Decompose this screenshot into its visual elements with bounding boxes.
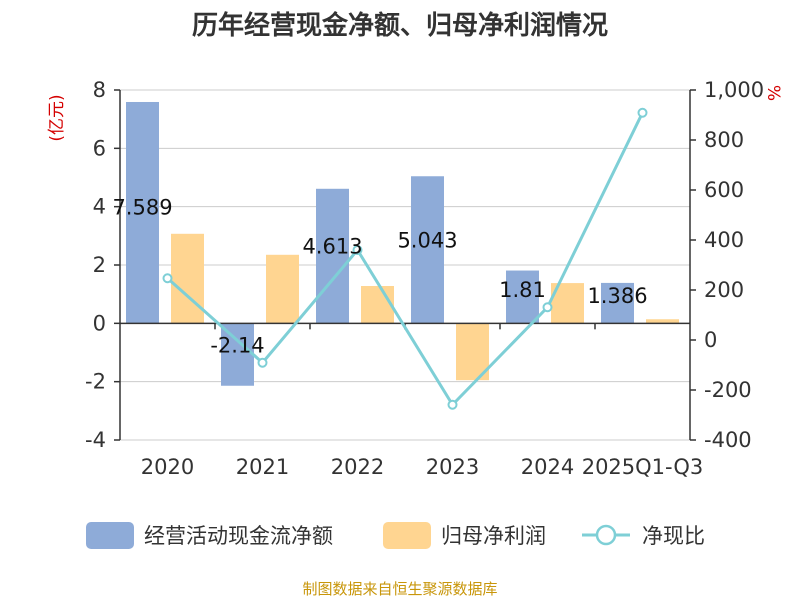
point-net-cash-ratio — [542, 302, 553, 313]
legend-label: 净现比 — [642, 524, 705, 548]
legend-swatch-marker — [595, 524, 617, 546]
legend-swatch — [383, 522, 431, 549]
right-axis-tick-label: 800 — [704, 128, 744, 152]
left-axis-tick-label: 8 — [93, 78, 106, 102]
data-label-cashflow: 1.81 — [499, 278, 546, 302]
point-net-cash-ratio — [162, 273, 173, 284]
right-axis-unit: % — [763, 85, 783, 101]
point-net-cash-ratio — [257, 357, 268, 368]
bar-cashflow — [316, 188, 349, 324]
right-axis-tick-label: -200 — [704, 378, 752, 402]
bar-netprofit — [646, 319, 679, 324]
left-axis-tick-label: 6 — [93, 136, 106, 160]
bar-cashflow — [221, 323, 254, 386]
data-label-cashflow: 5.043 — [397, 229, 457, 253]
legend-label: 经营活动现金流净额 — [144, 524, 333, 548]
x-axis-tick-label: 2025Q1-Q3 — [582, 455, 704, 479]
x-axis-tick-label: 2021 — [236, 455, 289, 479]
bar-netprofit — [456, 323, 489, 381]
line-net-cash-ratio — [166, 112, 644, 408]
data-label-cashflow: -2.14 — [210, 334, 264, 358]
bar-cashflow — [411, 176, 444, 324]
right-axis-tick-label: -400 — [704, 428, 752, 452]
left-axis-tick-label: 4 — [93, 195, 106, 219]
data-label-cashflow: 1.386 — [587, 284, 647, 308]
left-axis-tick-label: -4 — [85, 428, 106, 452]
right-axis-tick-label: 400 — [704, 228, 744, 252]
point-net-cash-ratio — [447, 399, 458, 410]
bar-cashflow — [601, 282, 634, 324]
x-axis-tick-label: 2024 — [521, 455, 574, 479]
legend-label: 归母净利润 — [441, 524, 546, 548]
right-axis-tick-label: 200 — [704, 278, 744, 302]
point-net-cash-ratio — [637, 107, 648, 118]
data-source-note: 制图数据来自恒生聚源数据库 — [302, 580, 497, 598]
x-axis-tick-label: 2020 — [141, 455, 194, 479]
bar-netprofit — [266, 254, 299, 324]
bar-netprofit — [171, 233, 204, 324]
right-axis-tick-label: 1,000 — [704, 78, 764, 102]
plot-area: 8 6 4 2 0 -2 -4 1,000 800 600 400 200 0 -200 -400 2020 2… — [85, 78, 764, 479]
chart-title: 历年经营现金净额、归母净利润情况 — [192, 10, 608, 41]
right-axis-tick-label: 0 — [704, 328, 717, 352]
left-axis-tick-label: 0 — [93, 311, 106, 335]
x-axis-tick-label: 2023 — [426, 455, 479, 479]
data-label-cashflow: 7.589 — [112, 196, 172, 220]
x-axis-tick-label: 2022 — [331, 455, 384, 479]
legend-swatch — [86, 522, 134, 549]
right-axis-tick-label: 600 — [704, 178, 744, 202]
data-label-cashflow: 4.613 — [302, 234, 362, 258]
legend: 经营活动现金流净额 归母净利润 净现比 — [86, 522, 705, 549]
point-net-cash-ratio — [352, 245, 363, 255]
bar-cashflow — [126, 101, 159, 324]
left-axis-tick-label: 2 — [93, 253, 106, 277]
left-axis-tick-label: -2 — [85, 370, 106, 394]
bar-netprofit — [361, 286, 394, 324]
left-axis-unit: (亿元) — [47, 94, 67, 141]
bar-cashflow — [506, 270, 539, 324]
